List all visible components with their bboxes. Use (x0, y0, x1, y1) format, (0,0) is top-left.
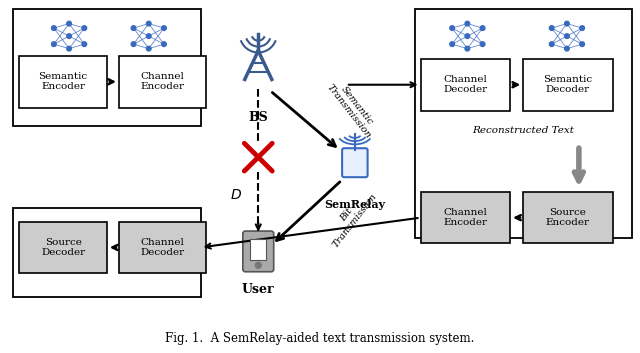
Text: Semantic
Decoder: Semantic Decoder (543, 75, 593, 95)
Circle shape (549, 26, 554, 30)
FancyBboxPatch shape (342, 148, 367, 177)
Text: SemRelay: SemRelay (324, 199, 385, 210)
Bar (13, 208, 200, 297)
Circle shape (480, 26, 485, 30)
Circle shape (67, 21, 72, 26)
Circle shape (162, 26, 166, 30)
Text: Reconstructed Text: Reconstructed Text (472, 126, 574, 135)
Bar (19, 56, 107, 108)
Circle shape (67, 46, 72, 51)
Circle shape (549, 42, 554, 47)
Circle shape (480, 42, 485, 47)
Circle shape (580, 26, 584, 30)
Bar (415, 9, 632, 238)
Circle shape (580, 42, 584, 47)
Circle shape (255, 262, 261, 268)
Circle shape (465, 34, 470, 38)
Circle shape (52, 42, 56, 47)
FancyBboxPatch shape (243, 231, 274, 272)
Text: Channel
Encoder: Channel Encoder (444, 208, 488, 227)
Circle shape (465, 21, 470, 26)
Bar (119, 222, 207, 273)
Text: Bit
Transmission: Bit Transmission (323, 186, 379, 250)
Circle shape (82, 26, 86, 30)
Text: Semantic
Encoder: Semantic Encoder (38, 72, 88, 91)
Text: Fig. 1.  A SemRelay-aided text transmission system.: Fig. 1. A SemRelay-aided text transmissi… (165, 332, 475, 345)
Text: Source
Encoder: Source Encoder (546, 208, 590, 227)
Circle shape (450, 42, 454, 47)
Circle shape (147, 34, 151, 38)
Text: Channel
Decoder: Channel Decoder (141, 238, 185, 257)
Text: Semantic
Transmission: Semantic Transmission (325, 77, 381, 140)
Bar (420, 192, 510, 244)
Bar (523, 192, 612, 244)
Circle shape (67, 34, 72, 38)
Circle shape (147, 46, 151, 51)
Text: User: User (242, 283, 275, 295)
Circle shape (450, 26, 454, 30)
Circle shape (564, 34, 569, 38)
Text: BS: BS (248, 111, 268, 124)
Circle shape (147, 21, 151, 26)
Circle shape (564, 46, 569, 51)
Text: Source
Decoder: Source Decoder (41, 238, 85, 257)
Bar (119, 56, 207, 108)
Text: Channel
Encoder: Channel Encoder (141, 72, 185, 91)
Bar (19, 222, 107, 273)
Text: Channel
Decoder: Channel Decoder (444, 75, 488, 95)
Bar (420, 59, 510, 110)
Circle shape (131, 42, 136, 47)
Circle shape (465, 46, 470, 51)
Circle shape (52, 26, 56, 30)
Text: $D$: $D$ (230, 188, 243, 202)
Circle shape (162, 42, 166, 47)
Bar (13, 9, 200, 126)
Bar (250, 239, 266, 260)
Bar (523, 59, 612, 110)
Circle shape (82, 42, 86, 47)
Circle shape (564, 21, 569, 26)
Circle shape (131, 26, 136, 30)
